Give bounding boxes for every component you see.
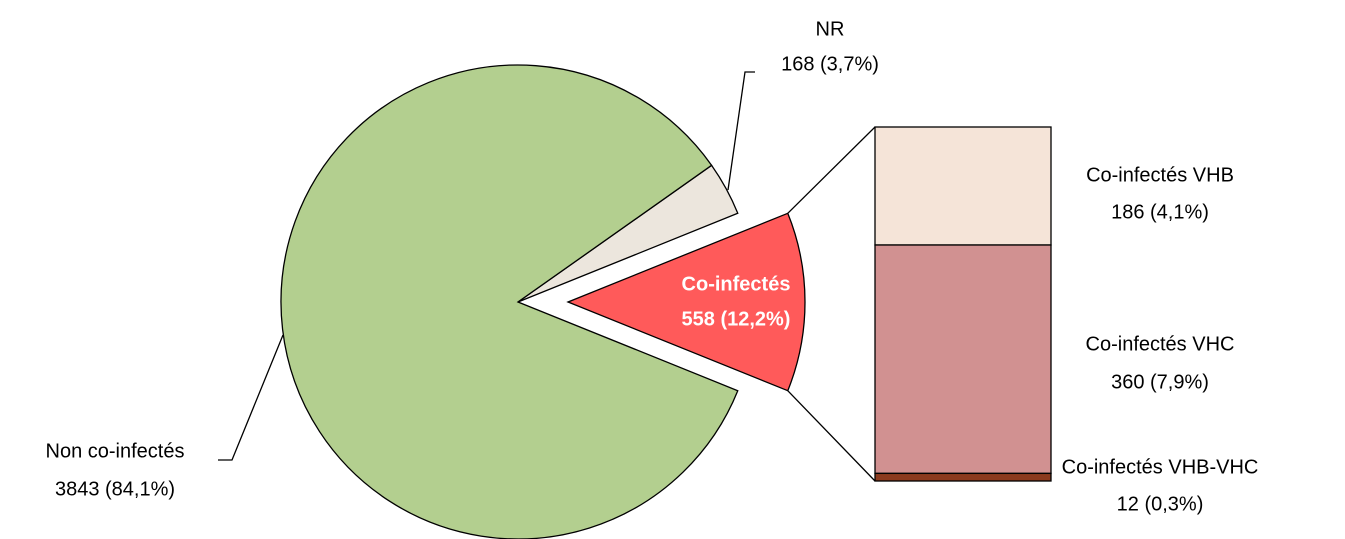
pie-slice	[280, 64, 739, 539]
leader-line	[727, 71, 755, 191]
bar-label: Co-infectés VHB	[1086, 164, 1234, 186]
bar-label: Co-infectés VHC	[1086, 333, 1235, 355]
connector	[787, 126, 876, 214]
bar-label: Co-infectés VHB-VHC	[1062, 456, 1259, 478]
slice-value-label: 3843 (84,1%)	[55, 478, 175, 500]
leader-line	[218, 334, 284, 461]
pie-slice	[566, 212, 806, 392]
bar-segment	[874, 126, 1052, 246]
bar-value-label: 186 (4,1%)	[1111, 201, 1209, 223]
bar-value-label: 360 (7,9%)	[1111, 371, 1209, 393]
connector	[787, 390, 876, 482]
slice-label: Co-infectés	[682, 273, 791, 295]
bar-value-label: 12 (0,3%)	[1117, 493, 1204, 515]
slice-label: NR	[816, 18, 845, 40]
bar-segment	[874, 472, 1052, 482]
slice-label: Non co-infectés	[46, 440, 185, 462]
slice-value-label: 168 (3,7%)	[781, 53, 879, 75]
bar-segment	[874, 244, 1052, 475]
slice-value-label: 558 (12,2%)	[682, 308, 791, 330]
